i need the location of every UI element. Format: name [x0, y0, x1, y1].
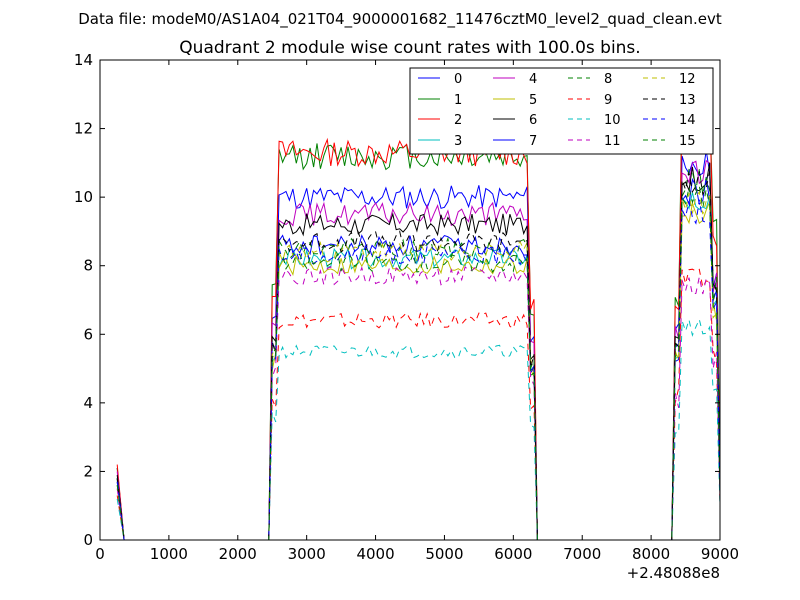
- plot-frame: [99, 59, 721, 541]
- series-line-11: [116, 265, 720, 540]
- series-line-2: [116, 103, 720, 540]
- x-tick-label: 5000: [425, 545, 463, 563]
- chart-title: Quadrant 2 module wise count rates with …: [179, 38, 640, 58]
- legend-label-12: 12: [679, 72, 696, 87]
- legend-label-5: 5: [529, 93, 537, 108]
- legend-label-11: 11: [604, 134, 621, 149]
- y-tick-label: 4: [83, 394, 93, 412]
- x-tick-label: 0: [95, 545, 105, 563]
- x-tick-label: 6000: [494, 545, 532, 563]
- legend-label-9: 9: [604, 93, 612, 108]
- y-tick-label: 14: [74, 51, 93, 69]
- x-tick-label: 7000: [563, 545, 601, 563]
- series-line-13: [116, 170, 720, 540]
- x-tick-label: 4000: [356, 545, 394, 563]
- x-tick-label: 9000: [701, 545, 739, 563]
- legend-label-6: 6: [529, 113, 537, 128]
- x-tick-label: 8000: [632, 545, 670, 563]
- series-line-15: [116, 184, 720, 540]
- figure-supertitle: Data file: modeM0/AS1A04_021T04_90000016…: [78, 10, 722, 29]
- y-tick-label: 12: [74, 120, 93, 138]
- series-line-5: [116, 201, 720, 540]
- series-line-12: [116, 190, 720, 540]
- x-tick-label: 3000: [288, 545, 326, 563]
- legend-label-3: 3: [454, 134, 462, 149]
- legend-label-10: 10: [604, 113, 621, 128]
- series-line-0: [116, 150, 720, 540]
- x-tick-label: 1000: [150, 545, 188, 563]
- series-line-6: [116, 162, 720, 540]
- series-line-10: [116, 317, 720, 540]
- legend-label-4: 4: [529, 72, 537, 87]
- y-tick-label: 2: [83, 462, 93, 480]
- legend-label-14: 14: [679, 113, 696, 128]
- legend-label-15: 15: [679, 134, 696, 149]
- series-line-7: [116, 176, 720, 540]
- series-layer: [116, 82, 720, 540]
- x-offset-label: +2.48088e8: [627, 564, 720, 582]
- series-line-9: [116, 268, 720, 540]
- axis-ticks: 0 1000 2000 3000 4000 5000 6000 7000 8000 9000 0 2 4…: [74, 51, 739, 563]
- legend-label-7: 7: [529, 134, 537, 149]
- series-line-4: [116, 159, 720, 540]
- legend-label-13: 13: [679, 93, 696, 108]
- series-line-3: [116, 192, 720, 540]
- legend-label-1: 1: [454, 93, 462, 108]
- legend-label-8: 8: [604, 72, 612, 87]
- y-tick-label: 10: [74, 188, 93, 206]
- legend-label-2: 2: [454, 113, 462, 128]
- y-tick-label: 8: [83, 257, 93, 275]
- y-tick-label: 6: [83, 325, 93, 343]
- y-tick-label: 0: [83, 531, 93, 549]
- legend-label-0: 0: [454, 72, 462, 87]
- x-tick-label: 2000: [219, 545, 257, 563]
